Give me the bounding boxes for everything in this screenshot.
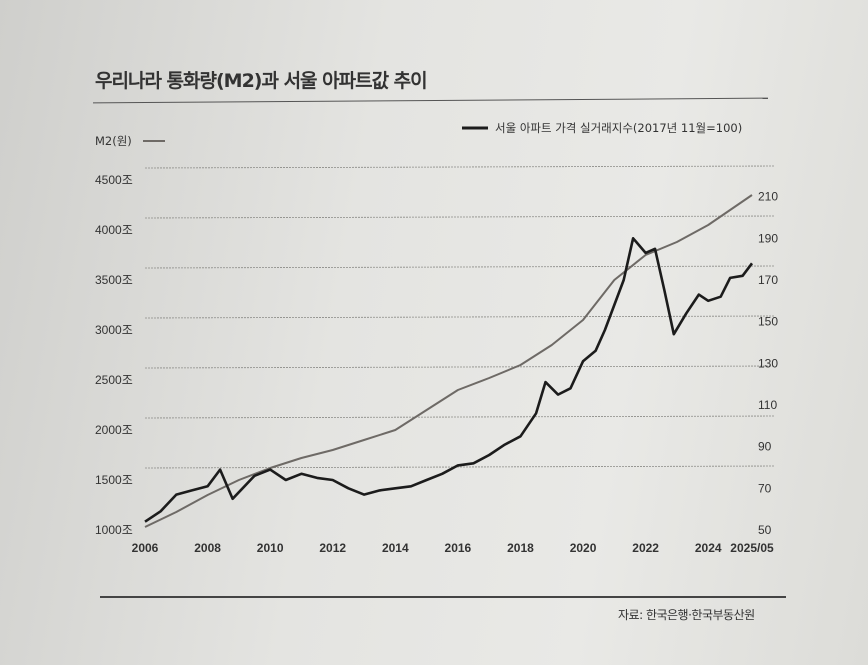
- gridline: [144, 415, 776, 419]
- right-tick-label: 150: [758, 315, 778, 329]
- chart-title: 우리나라 통화량(M2)과 서울 아파트값 추이: [95, 70, 428, 92]
- gridline: [144, 465, 776, 469]
- left-axis-label: M2(원): [95, 134, 132, 148]
- series-line-m2: [144, 194, 753, 528]
- x-tick-label: 2018: [507, 541, 534, 555]
- x-tick-label: 2014: [382, 541, 409, 555]
- left-tick-label: 3000조: [95, 323, 133, 337]
- x-tick-label: 2008: [194, 541, 221, 555]
- gridline: [144, 315, 776, 319]
- bottom-divider: [100, 596, 786, 598]
- series-line-seoul-apt-index: [144, 237, 754, 523]
- left-tick-label: 1500조: [95, 473, 133, 487]
- left-tick-label: 3500조: [95, 273, 133, 287]
- x-tick-label: 2022: [632, 541, 659, 555]
- x-tick-label: 2020: [570, 541, 597, 555]
- gridline: [144, 165, 776, 169]
- x-tick-label: 2006: [132, 541, 159, 555]
- right-tick-label: 130: [758, 356, 778, 370]
- right-tick-label: 70: [758, 481, 772, 495]
- source-note: 자료: 한국은행·한국부동산원: [618, 608, 755, 622]
- gridline: [144, 215, 776, 219]
- left-tick-label: 2000조: [95, 423, 133, 437]
- left-tick-label: 2500조: [95, 373, 133, 387]
- left-tick-label: 4500조: [95, 173, 133, 187]
- right-tick-label: 210: [758, 190, 778, 204]
- x-tick-label: 2024: [695, 541, 722, 555]
- x-tick-label: 2025/05: [730, 541, 774, 555]
- gridline: [144, 265, 776, 269]
- right-tick-label: 190: [758, 231, 778, 245]
- right-tick-label: 50: [758, 523, 772, 537]
- gridline: [144, 365, 776, 369]
- left-tick-label: 4000조: [95, 223, 133, 237]
- left-tick-label: 1000조: [95, 523, 133, 537]
- right-tick-label: 90: [758, 440, 772, 454]
- x-tick-label: 2010: [257, 541, 284, 555]
- right-tick-label: 170: [758, 273, 778, 287]
- x-tick-label: 2012: [319, 541, 346, 555]
- right-tick-label: 110: [758, 398, 777, 412]
- x-tick-label: 2016: [445, 541, 472, 555]
- legend-label-index: 서울 아파트 가격 실거래지수(2017년 11월=100): [495, 121, 742, 135]
